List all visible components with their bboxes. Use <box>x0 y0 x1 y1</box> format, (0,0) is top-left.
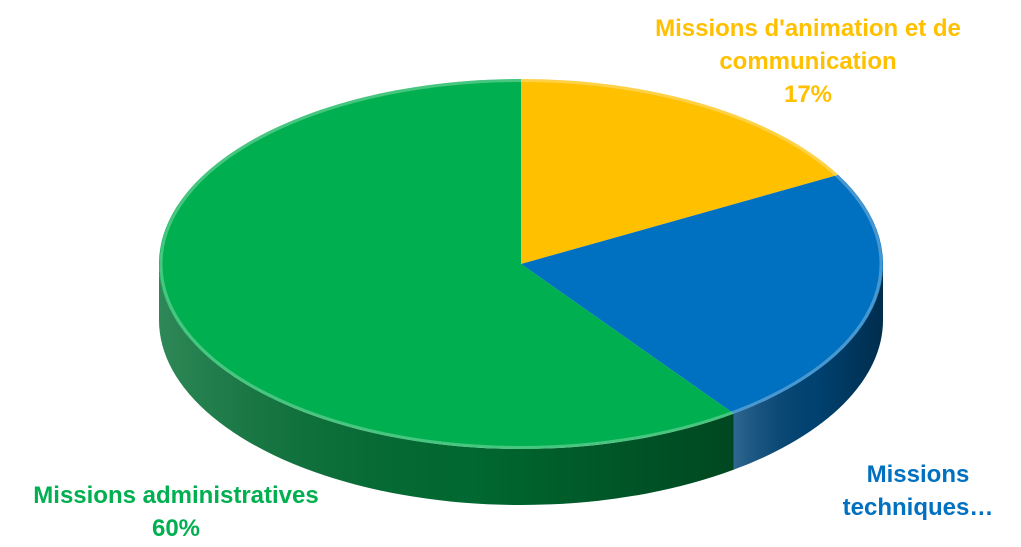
data-label-animation-percent: 17% <box>783 81 833 108</box>
pie-slice-techniques <box>521 174 884 414</box>
pie-side-shading-techniques <box>733 264 883 470</box>
data-label-animation-line: communication <box>719 48 897 75</box>
pie-top-layer <box>159 79 884 449</box>
data-label-animation-line: Missions d'animation et de <box>655 15 961 42</box>
data-label-techniques: Missions techniques… <box>818 458 1018 524</box>
pie-side-shading-administratives <box>159 264 734 506</box>
pie-slice-animation <box>521 79 839 264</box>
pie-slice-administratives <box>159 79 734 449</box>
data-label-techniques-line: Missions <box>866 461 970 488</box>
data-label-animation: Missions d'animation et de communication 1… <box>598 12 1018 111</box>
pie-rim-highlight <box>159 79 883 449</box>
data-label-administratives-line: Missions administratives <box>33 482 319 509</box>
data-label-administratives: Missions administratives 60% <box>2 479 350 545</box>
pie-side-layer <box>159 264 883 506</box>
data-label-techniques-line: techniques… <box>842 494 994 521</box>
data-label-administratives-percent: 60% <box>151 515 201 542</box>
